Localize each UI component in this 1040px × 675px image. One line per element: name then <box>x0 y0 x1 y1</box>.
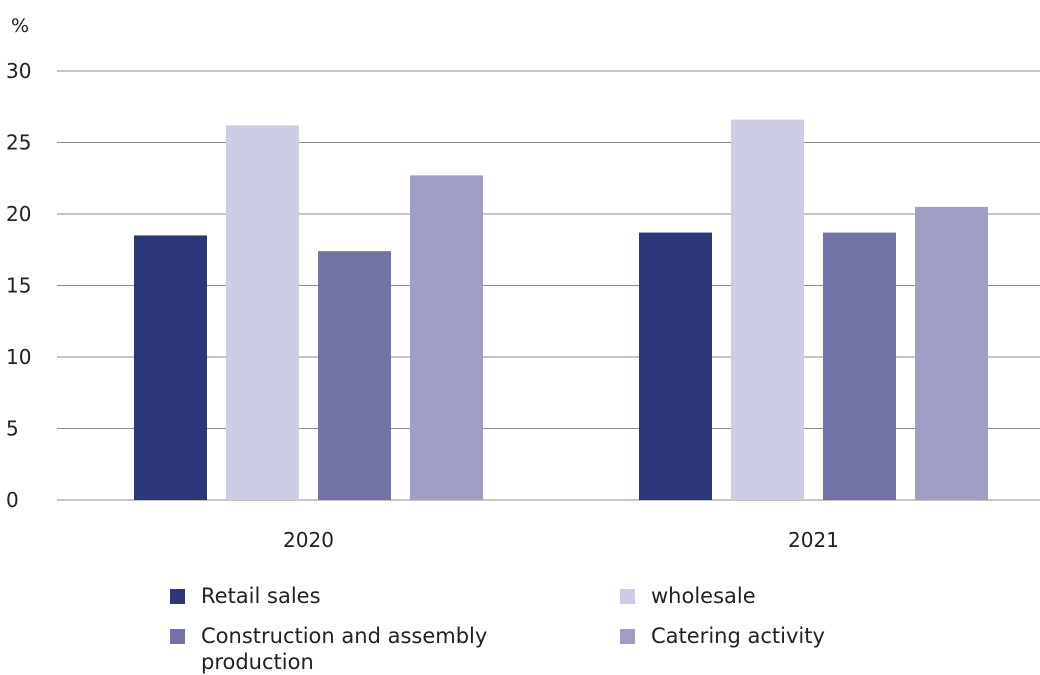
legend-swatch-construction-and-assembly-production <box>170 629 185 644</box>
bar-construction-and-assembly-production-2020 <box>318 251 391 500</box>
y-tick-label: 25 <box>6 131 31 155</box>
legend-item-catering-activity: Catering activity <box>620 623 981 649</box>
x-tick-label-2021: 2021 <box>788 528 839 552</box>
bars <box>134 119 988 501</box>
legend-label-retail-sales: Retail sales <box>201 584 321 608</box>
y-tick-label: 15 <box>6 274 31 298</box>
y-tick-label: 0 <box>6 488 19 512</box>
legend: Retail sales wholesale Construction and … <box>170 583 890 675</box>
y-tick-label: 20 <box>6 202 31 226</box>
bar-catering-activity-2020 <box>410 175 483 500</box>
legend-label-construction-and-assembly-production: Construction and assembly production <box>201 624 488 674</box>
legend-item-wholesale: wholesale <box>620 583 981 609</box>
y-tick-label: 10 <box>6 345 31 369</box>
x-tick-label-2020: 2020 <box>283 528 334 552</box>
legend-label-catering-activity: Catering activity <box>651 624 825 648</box>
bar-retail-sales-2020 <box>134 235 207 500</box>
legend-swatch-retail-sales <box>170 589 185 604</box>
x-axis-ticks: 2020 2021 <box>283 528 839 552</box>
y-axis-ticks: 0 5 10 15 20 25 30 <box>6 59 31 512</box>
legend-item-retail-sales: Retail sales <box>170 583 531 609</box>
bar-retail-sales-2021 <box>639 232 712 500</box>
y-tick-label: 5 <box>6 417 19 441</box>
bar-wholesale-2021 <box>731 119 804 501</box>
legend-swatch-catering-activity <box>620 629 635 644</box>
legend-swatch-wholesale <box>620 589 635 604</box>
legend-label-wholesale: wholesale <box>651 584 756 608</box>
bar-catering-activity-2021 <box>915 206 988 500</box>
legend-item-construction-and-assembly-production: Construction and assembly production <box>170 623 531 675</box>
gridlines <box>57 70 1040 501</box>
bar-construction-and-assembly-production-2021 <box>823 232 896 500</box>
y-tick-label: 30 <box>6 59 31 83</box>
y-axis-unit-label: % <box>11 15 29 37</box>
bar-wholesale-2020 <box>226 125 299 500</box>
